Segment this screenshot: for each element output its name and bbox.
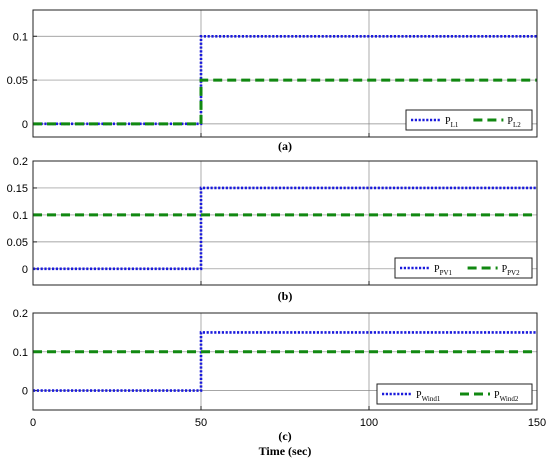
y-tick-label: 0.1 (13, 347, 28, 359)
y-tick-label: 0.05 (7, 237, 28, 249)
x-tick-label: 100 (360, 417, 378, 429)
y-tick-label: 0.2 (13, 308, 28, 320)
legend: PWind1 PWind2 (376, 383, 533, 405)
y-tick-label: 0.1 (13, 31, 28, 43)
chart-panel-1: 0 0.05 0.1 PL1 PL2 (a) (7, 9, 538, 153)
series-line-2 (33, 78, 537, 126)
x-tick-label: 150 (528, 417, 546, 429)
legend-box (394, 257, 533, 279)
legend-box (376, 383, 533, 405)
x-tick-label: 50 (195, 417, 207, 429)
plot-frame (32, 9, 538, 138)
panel-caption: (b) (278, 289, 293, 303)
y-tick-label: 0 (22, 264, 28, 276)
y-tick-label: 0.15 (7, 183, 28, 195)
legend: PL1 PL2 (405, 109, 533, 131)
y-tick-label: 0.2 (13, 156, 28, 168)
legend-label-2: PL2 (507, 116, 521, 129)
y-tick-label: 0 (22, 386, 28, 398)
series-line-1 (33, 186, 537, 271)
x-tick-label: 0 (30, 417, 36, 429)
legend-label-1: PPV1 (434, 264, 453, 277)
panel-caption: (c) (278, 429, 291, 443)
plot-frame (32, 160, 538, 286)
legend-label-2: PPV2 (502, 264, 521, 277)
y-tick-label: 0.05 (7, 75, 28, 87)
panel-caption: (a) (278, 139, 292, 153)
series-line-1 (33, 331, 537, 392)
legend-label-1: PWind1 (416, 390, 441, 403)
legend: PPV1 PPV2 (394, 257, 533, 279)
chart-panel-3: 0 0.1 0.2 PWind1 PWind2 0 50 100 150 (c)Time (sec… (13, 308, 546, 458)
chart-panel-2: 0 0.05 0.1 0.15 0.2 PPV1 PPV2 (b) (7, 156, 538, 303)
plot-frame (32, 312, 538, 411)
legend-label-1: PL1 (445, 116, 459, 129)
legend-label-2: PWind2 (494, 390, 519, 403)
legend-box (405, 109, 533, 131)
x-axis-label: Time (sec) (259, 444, 312, 458)
y-tick-label: 0 (22, 119, 28, 131)
y-tick-label: 0.1 (13, 210, 28, 222)
